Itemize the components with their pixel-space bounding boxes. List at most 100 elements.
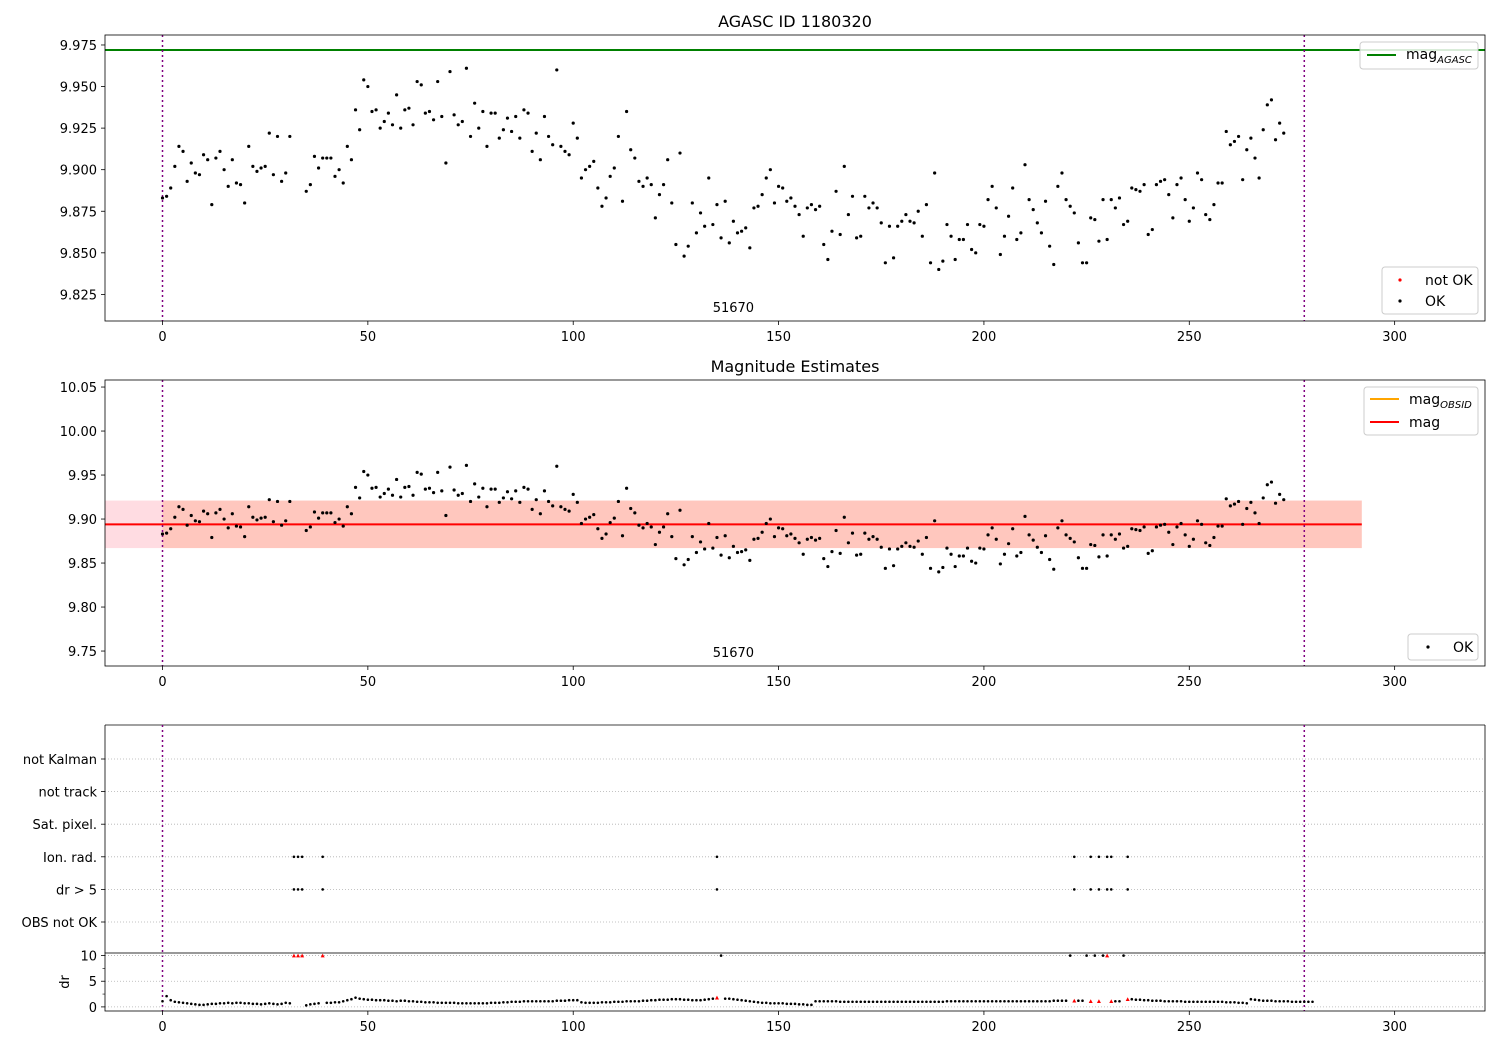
- dr-point: [1298, 1000, 1302, 1004]
- dr-point: [424, 1000, 427, 1004]
- ok-point: [949, 234, 953, 238]
- ok-point: [974, 561, 978, 565]
- ok-point: [1142, 183, 1146, 187]
- dr-point: [231, 1002, 234, 1005]
- dr-point: [194, 1003, 197, 1006]
- dr-point: [978, 999, 982, 1003]
- ok-point: [1134, 188, 1138, 192]
- dr-point: [1183, 1000, 1187, 1004]
- dr-point: [415, 1000, 419, 1004]
- dr-point: [666, 998, 669, 1002]
- dr-point: [165, 994, 168, 998]
- ok-point: [563, 149, 567, 153]
- dr-panel: 0 5 10 dr 0 50 100 150 200 250 300: [58, 950, 1486, 1035]
- dr-point: [1241, 1001, 1244, 1005]
- ok-point: [514, 489, 518, 493]
- ok-point: [1163, 178, 1167, 182]
- ok-point: [362, 469, 366, 474]
- dr-point: [514, 1000, 518, 1004]
- ok-point: [370, 109, 374, 114]
- dr-point: [1237, 1001, 1240, 1005]
- ok-point: [427, 486, 432, 490]
- dr-point: [1122, 954, 1125, 957]
- ok-point: [982, 547, 986, 551]
- x-tick-label: 250: [1177, 1020, 1202, 1035]
- ok-point: [567, 509, 571, 513]
- ok-point: [284, 171, 288, 175]
- ok-point: [1191, 206, 1195, 210]
- ok-point: [809, 203, 814, 207]
- ok-point: [707, 176, 711, 180]
- dr-point: [921, 1000, 924, 1004]
- ok-point: [1241, 522, 1245, 526]
- dr-point: [617, 1000, 620, 1004]
- ok-point: [452, 113, 456, 117]
- dr-point: [949, 999, 953, 1003]
- ok-point: [337, 168, 341, 172]
- ok-point: [776, 184, 781, 188]
- ok-point: [218, 149, 222, 153]
- dr-point: [214, 1002, 218, 1006]
- ok-point: [727, 241, 731, 245]
- ok-point: [986, 533, 990, 537]
- magnitude-estimates-panel: Magnitude Estimates 51670 0 50 100 150 200 250…: [60, 357, 1486, 690]
- ok-point: [588, 515, 592, 519]
- dr-point: [966, 999, 969, 1003]
- ok-point: [592, 159, 596, 163]
- ok-point: [735, 231, 740, 235]
- dr-point: [530, 999, 534, 1003]
- ok-point: [477, 126, 481, 130]
- ok-point: [937, 267, 941, 272]
- ok-point: [686, 244, 690, 248]
- ok-point: [1257, 521, 1261, 526]
- ok-point: [933, 519, 937, 523]
- dr-point: [534, 999, 538, 1003]
- ok-point: [990, 184, 994, 188]
- ok-point: [1269, 480, 1274, 484]
- ok-point: [567, 153, 571, 157]
- flag-point: [292, 855, 296, 859]
- dr-point: [1253, 998, 1257, 1002]
- ok-point: [329, 156, 333, 160]
- dr-point: [247, 1002, 251, 1005]
- ok-point: [214, 511, 218, 515]
- ok-point: [411, 123, 415, 127]
- ok-point: [649, 525, 653, 529]
- dr-point: [497, 1001, 501, 1005]
- ok-point: [846, 212, 850, 217]
- dr-point: [1286, 999, 1290, 1003]
- dr-point: [1278, 999, 1281, 1003]
- ok-point: [337, 517, 341, 521]
- ok-point: [1236, 499, 1241, 504]
- ok-point: [271, 520, 275, 524]
- ok-point: [526, 111, 530, 115]
- ok-point: [542, 114, 547, 119]
- ok-point: [230, 158, 234, 162]
- flag-point: [292, 888, 296, 891]
- dr-point: [732, 997, 735, 1001]
- ok-point: [522, 485, 526, 489]
- ok-point: [924, 203, 929, 207]
- dr-point: [925, 1000, 928, 1004]
- dr-point: [621, 1000, 624, 1004]
- obsid-annotation: 51670: [713, 646, 754, 661]
- dr-point: [884, 1000, 887, 1004]
- ok-point: [1183, 533, 1187, 537]
- ok-point: [415, 470, 419, 474]
- ok-point: [1212, 203, 1216, 207]
- ok-point: [579, 521, 584, 526]
- ok-point: [1068, 536, 1072, 541]
- dr-point: [1064, 999, 1068, 1003]
- dr-point: [539, 999, 542, 1003]
- ok-point: [193, 171, 197, 175]
- ok-point: [633, 156, 637, 160]
- ok-point: [871, 201, 875, 205]
- ok-point: [1130, 186, 1134, 190]
- dr-point: [493, 1001, 497, 1005]
- ok-point: [740, 550, 744, 554]
- ok-point: [752, 206, 756, 210]
- dr-point: [551, 999, 554, 1003]
- ok-point: [604, 196, 608, 200]
- ok-point: [620, 199, 625, 203]
- flag-point: [715, 855, 719, 859]
